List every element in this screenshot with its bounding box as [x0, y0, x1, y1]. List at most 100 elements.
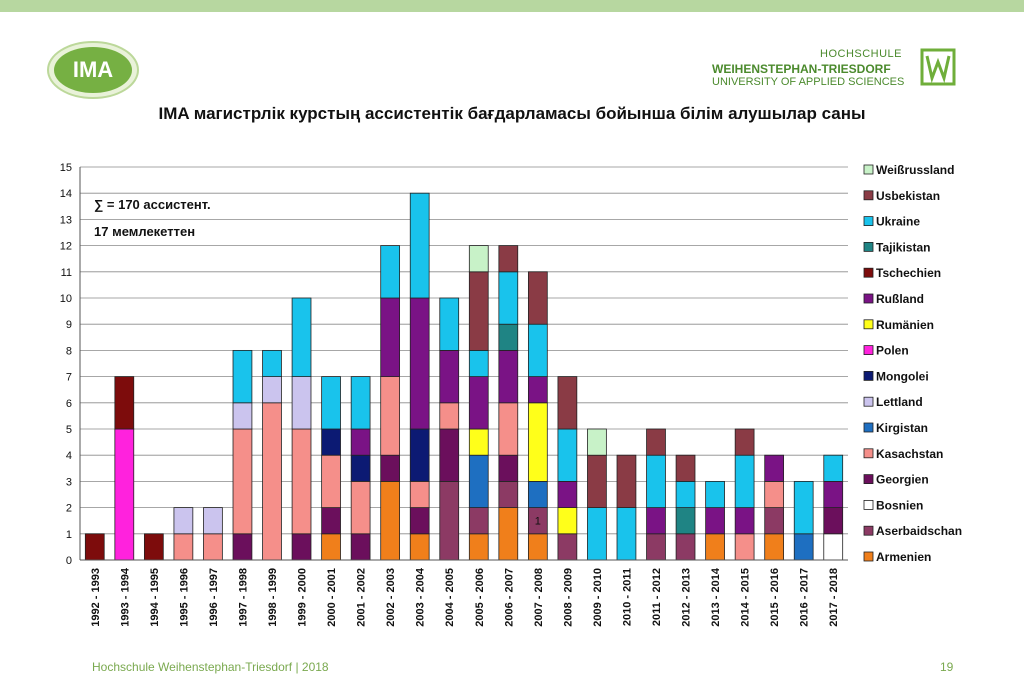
x-tick-label: 1992 - 1993 — [90, 568, 102, 627]
note-layer: 1 ∑ = 170 ассистент. 17 мемлекеттен — [94, 197, 541, 528]
legend-swatch — [863, 293, 874, 304]
y-tick-label: 6 — [66, 398, 72, 410]
logo-line-2: WEIHENSTEPHAN-TRIESDORF — [712, 62, 891, 76]
legend-swatch — [863, 396, 874, 407]
legend-label: Tajikistan — [876, 240, 930, 254]
y-tick-label: 4 — [66, 450, 72, 462]
bar-segment — [262, 402, 282, 561]
y-tick-label: 0 — [66, 555, 72, 567]
legend-swatch — [863, 319, 874, 330]
bar-segment — [350, 454, 371, 482]
legend-label: Tschechien — [876, 266, 941, 280]
bar-segment — [350, 428, 371, 456]
x-tick-label: 2001 - 2002 — [356, 568, 368, 627]
bar-segment — [823, 454, 844, 482]
bar-segment — [764, 507, 785, 535]
y-tick-label: 1 — [66, 529, 72, 541]
x-tick-label: 2010 - 2011 — [621, 568, 633, 626]
grid-layer — [80, 166, 848, 561]
x-tick-label: 2013 - 2014 — [710, 567, 722, 627]
bar-segment — [498, 402, 519, 456]
x-tick-label: 2006 - 2007 — [503, 568, 515, 627]
bar-segment — [262, 349, 282, 377]
legend-label: Georgien — [876, 473, 929, 487]
y-tick-label: 9 — [66, 319, 72, 331]
bar-segment — [409, 533, 430, 561]
y-tick-label: 8 — [66, 345, 72, 357]
bar-segment — [173, 507, 194, 535]
legend-swatch — [863, 164, 874, 175]
x-tick-label: 2004 - 2005 — [444, 568, 456, 627]
x-tick-label: 2016 - 2017 — [799, 568, 811, 627]
bar-segment — [587, 428, 607, 456]
legend-swatch — [863, 216, 874, 227]
bar-segment — [350, 376, 371, 430]
bar-segment — [557, 376, 578, 430]
logo-line-3: UNIVERSITY OF APPLIED SCIENCES — [712, 76, 905, 88]
bar-segment — [321, 507, 341, 535]
x-tick-label: 2014 - 2015 — [740, 568, 752, 627]
y-tick-label: 10 — [60, 293, 72, 305]
x-tick-label: 2009 - 2010 — [592, 568, 604, 627]
legend-swatch — [863, 267, 874, 278]
bar-segment — [527, 376, 548, 404]
legend-swatch — [863, 499, 874, 510]
x-tick-label: 1993 - 1994 — [119, 567, 131, 627]
x-tick-label: 2008 - 2009 — [562, 568, 574, 627]
legend-label: Polen — [876, 344, 909, 358]
top-accent-bar — [0, 0, 1024, 12]
bar-segment — [675, 454, 696, 482]
bar-layer — [84, 192, 844, 561]
bar-segment — [823, 507, 844, 535]
bar-segment — [114, 376, 135, 430]
x-tick-label: 1997 - 1998 — [237, 568, 249, 627]
bar-segment — [527, 271, 548, 325]
bar-segment — [232, 428, 253, 535]
bar-segment — [557, 507, 578, 535]
bar-segment — [114, 428, 135, 561]
bar-segment — [468, 507, 489, 535]
x-tick-label: 2005 - 2006 — [474, 568, 486, 627]
x-tick-label: 2002 - 2003 — [385, 568, 397, 627]
bar-segment — [439, 428, 460, 482]
bar-segment — [646, 454, 666, 509]
y-tick-label: 15 — [60, 162, 72, 174]
bar-segment — [409, 297, 430, 430]
bar-segment — [764, 480, 785, 508]
chart-title: IMA магистрлік курстың ассистентік бағда… — [158, 104, 866, 123]
legend-label: Armenien — [876, 550, 931, 564]
legend-label: Rumänien — [876, 318, 934, 332]
bar-segment — [291, 376, 312, 430]
university-mark-icon — [920, 48, 956, 86]
bar-segment — [705, 507, 725, 535]
bar-segment — [203, 533, 223, 561]
bar-segment — [350, 480, 371, 535]
logo-line-1: HOCHSCHULE — [820, 48, 903, 60]
x-tick-label: 2011 - 2012 — [651, 568, 663, 626]
bar-segment — [793, 480, 814, 535]
bar-segment — [646, 507, 666, 535]
legend-label: Kirgistan — [876, 421, 928, 435]
legend-swatch — [863, 474, 874, 485]
legend-layer: Weißrussland Usbekistan Ukraine Tajikistan T… — [863, 163, 962, 564]
bar-segment — [705, 480, 725, 508]
bar-segment — [734, 533, 755, 561]
legend-label: Mongolei — [876, 369, 929, 383]
bar-segment — [675, 507, 696, 535]
ima-logo: IMA — [46, 40, 140, 100]
bar-segment — [646, 533, 666, 561]
page-number: 19 — [940, 660, 954, 674]
bar-segment — [439, 297, 460, 351]
bar-segment — [380, 454, 401, 482]
legend-label: Lettland — [876, 395, 923, 409]
bar-segment — [350, 533, 371, 561]
x-tick-label: 2015 - 2016 — [769, 568, 781, 627]
bar-segment — [557, 480, 578, 508]
bar-segment — [557, 428, 578, 482]
chart-annotation: ∑ = 170 ассистент. — [94, 197, 211, 212]
bar-segment — [232, 533, 253, 561]
legend-label: Bosnien — [876, 498, 923, 512]
ima-logo-text: IMA — [73, 57, 113, 82]
